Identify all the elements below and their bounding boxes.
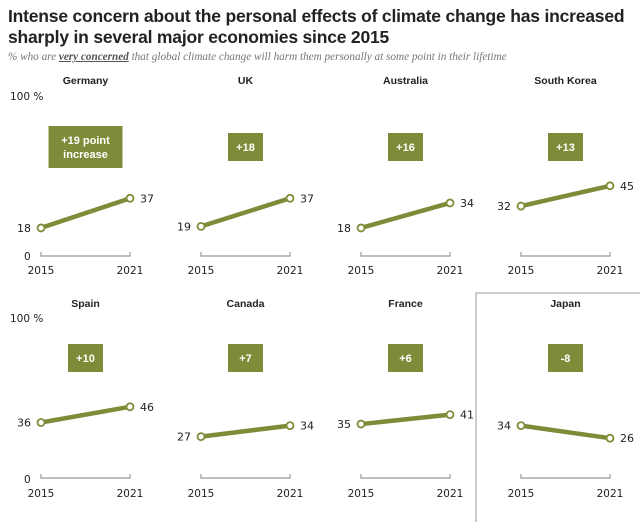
data-label-japan-2015: 34 xyxy=(497,420,511,433)
data-point-canada-2015 xyxy=(196,432,206,442)
subtitle-prefix: % who are xyxy=(8,51,59,63)
data-label-canada-2015: 27 xyxy=(177,431,191,444)
data-label-france-2015: 35 xyxy=(337,418,351,431)
data-label-canada-2021: 34 xyxy=(300,420,314,433)
x-axis-canada xyxy=(200,474,291,479)
series-line-germany xyxy=(38,196,133,231)
data-point-france-2021 xyxy=(445,410,455,420)
series-line-south-korea xyxy=(518,183,613,209)
y-axis-zero-label: 0 xyxy=(24,251,31,263)
series-line-japan xyxy=(518,423,613,441)
y-axis-top-label: 100 % xyxy=(10,91,43,103)
change-badge-label-south-korea: +13 xyxy=(556,142,575,154)
panel-title-canada: Canada xyxy=(227,298,265,310)
x-axis-south-korea xyxy=(520,252,611,257)
change-badge-uk xyxy=(228,133,263,161)
x-tick-label: 2015 xyxy=(348,265,375,277)
change-badge-japan xyxy=(548,344,583,372)
series-line-spain xyxy=(38,404,133,425)
x-tick-label: 2021 xyxy=(117,265,144,277)
data-label-spain-2021: 46 xyxy=(140,401,154,414)
y-axis-top-label: 100 % xyxy=(10,313,43,325)
x-tick-label: 2021 xyxy=(277,265,304,277)
data-point-south-korea-2015 xyxy=(516,201,526,211)
chart-title: Intense concern about the personal effec… xyxy=(8,6,625,47)
data-point-france-2015 xyxy=(356,419,366,429)
change-badge-label-uk: +18 xyxy=(236,142,255,154)
x-axis-spain xyxy=(40,474,131,479)
data-point-spain-2015 xyxy=(36,418,46,427)
y-axis-zero-label: 0 xyxy=(24,474,31,486)
data-label-uk-2015: 19 xyxy=(177,220,191,233)
data-point-uk-2015 xyxy=(196,221,206,231)
data-point-uk-2021 xyxy=(285,193,295,203)
data-label-spain-2015: 36 xyxy=(17,416,31,429)
change-badge-label-spain: +10 xyxy=(76,353,95,365)
change-badge-label-germany: +19 point xyxy=(61,135,110,147)
change-badge-label-australia: +16 xyxy=(396,142,415,154)
data-label-germany-2021: 37 xyxy=(140,192,154,205)
panel-title-australia: Australia xyxy=(383,75,428,87)
change-badge-label-canada: +7 xyxy=(239,353,252,365)
data-point-canada-2021 xyxy=(285,421,295,431)
subtitle-suffix: that global climate change will harm the… xyxy=(128,51,507,63)
subtitle-emphasis: very concerned xyxy=(58,51,129,63)
series-line-australia xyxy=(358,200,453,231)
x-tick-label: 2021 xyxy=(437,265,464,277)
data-point-south-korea-2021 xyxy=(605,181,615,191)
x-tick-label: 2021 xyxy=(597,265,624,277)
data-point-japan-2015 xyxy=(516,421,526,431)
x-tick-label: 2021 xyxy=(117,488,144,500)
panel-title-spain: Spain xyxy=(71,298,100,310)
data-point-australia-2015 xyxy=(356,223,366,233)
change-badge-australia xyxy=(388,133,423,161)
data-label-south-korea-2015: 32 xyxy=(497,200,511,213)
chart-subtitle: % who are very concerned that global cli… xyxy=(8,51,638,63)
x-tick-label: 2015 xyxy=(508,488,535,500)
x-axis-france xyxy=(360,474,451,479)
data-label-uk-2021: 37 xyxy=(300,192,314,205)
x-tick-label: 2015 xyxy=(188,488,215,500)
x-tick-label: 2021 xyxy=(277,488,304,500)
x-tick-label: 2015 xyxy=(508,265,535,277)
x-tick-label: 2015 xyxy=(28,488,55,500)
change-badge-label-japan: -8 xyxy=(561,353,571,365)
data-label-australia-2021: 34 xyxy=(460,197,474,210)
x-tick-label: 2021 xyxy=(597,488,624,500)
panel-title-france: France xyxy=(388,298,423,310)
data-label-france-2021: 41 xyxy=(460,409,474,422)
change-badge-label-france: +6 xyxy=(399,353,412,365)
x-axis-germany xyxy=(40,252,131,257)
change-badge-canada xyxy=(228,344,263,372)
change-badge-label-germany: increase xyxy=(63,149,108,161)
panel-title-japan: Japan xyxy=(550,298,580,310)
series-line-france xyxy=(358,412,453,427)
x-axis-uk xyxy=(200,252,291,257)
data-point-germany-2015 xyxy=(36,223,46,233)
change-badge-germany xyxy=(48,126,123,168)
x-tick-label: 2015 xyxy=(348,488,375,500)
x-axis-australia xyxy=(360,252,451,257)
series-line-uk xyxy=(198,196,293,229)
data-label-japan-2021: 26 xyxy=(620,432,634,445)
data-point-japan-2021 xyxy=(605,433,615,443)
change-badge-france xyxy=(388,344,423,372)
panel-title-uk: UK xyxy=(238,75,254,87)
x-tick-label: 2015 xyxy=(188,265,215,277)
panel-title-germany: Germany xyxy=(63,75,109,87)
data-point-germany-2021 xyxy=(125,193,135,203)
data-point-spain-2021 xyxy=(125,402,135,412)
series-line-canada xyxy=(198,423,293,439)
change-badge-south-korea xyxy=(548,133,583,161)
data-label-australia-2015: 18 xyxy=(337,222,351,235)
data-label-germany-2015: 18 xyxy=(17,222,31,235)
x-tick-label: 2015 xyxy=(28,265,55,277)
data-label-south-korea-2021: 45 xyxy=(620,180,634,193)
data-point-australia-2021 xyxy=(445,198,455,208)
x-axis-japan xyxy=(520,474,611,479)
x-tick-label: 2021 xyxy=(437,488,464,500)
panel-title-south-korea: South Korea xyxy=(534,75,597,87)
change-badge-spain xyxy=(68,344,103,372)
